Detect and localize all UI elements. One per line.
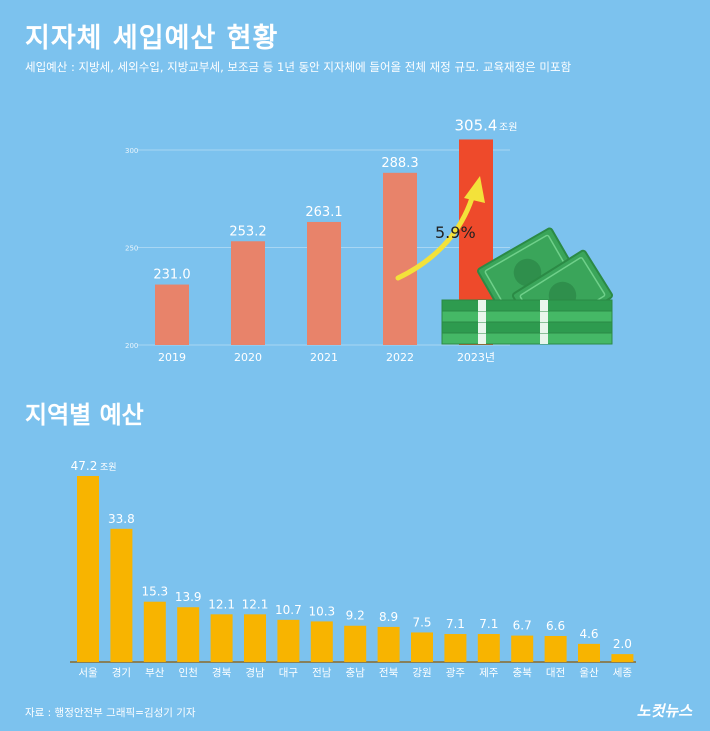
bar (143, 601, 166, 662)
data-label: 7.5 (412, 615, 431, 629)
page-subtitle: 세입예산 : 지방세, 세외수입, 지방교부세, 보조금 등 1년 동안 지자체… (25, 60, 572, 74)
y-tick-label: 250 (125, 245, 138, 253)
x-tick-label: 충북 (513, 667, 533, 679)
x-tick-label: 제주 (479, 667, 499, 679)
y-tick-label: 200 (125, 342, 138, 350)
data-label: 13.9 (175, 590, 202, 604)
data-label: 15.3 (141, 585, 168, 599)
bar (511, 635, 534, 662)
data-label: 253.2 (229, 224, 266, 239)
x-tick-label: 전남 (312, 667, 332, 679)
bar (155, 284, 189, 345)
x-tick-label: 충남 (346, 667, 366, 679)
data-label: 6.7 (513, 619, 532, 633)
bar (578, 643, 600, 662)
x-tick-label: 부산 (145, 667, 165, 679)
y-tick-label: 300 (125, 147, 138, 155)
x-tick-label: 광주 (446, 667, 466, 679)
bar (231, 241, 265, 345)
x-tick-label: 대구 (279, 667, 299, 679)
bar (611, 654, 634, 662)
bar (344, 625, 367, 662)
x-tick-label: 경북 (212, 666, 232, 679)
x-tick-label: 2020 (234, 351, 262, 364)
x-tick-label: 경기 (112, 666, 131, 679)
x-tick-label: 강원 (412, 667, 431, 679)
unit-label: 조원 (499, 121, 517, 133)
bar (544, 635, 567, 662)
growth-annotation: 5.9% (435, 223, 476, 242)
bar (377, 626, 400, 662)
bar (277, 619, 300, 662)
x-tick-label: 2023년 (457, 351, 495, 364)
x-tick-label: 세종 (613, 667, 633, 679)
data-label: 10.3 (308, 604, 335, 618)
data-label: 6.6 (546, 619, 565, 633)
data-label: 263.1 (305, 205, 342, 220)
bar (383, 172, 417, 345)
unit-label: 조원 (100, 462, 117, 473)
x-tick-label: 서울 (78, 667, 98, 679)
brand-logo: 노컷뉴스 (636, 702, 692, 720)
data-label: 12.1 (242, 597, 269, 611)
bar (444, 634, 467, 662)
x-tick-label: 울산 (579, 667, 599, 679)
data-label: 9.2 (346, 609, 365, 623)
data-label: 10.7 (275, 603, 302, 617)
bar (110, 528, 133, 662)
bar (77, 476, 99, 662)
source-note: 자료 : 행정안전부 그래픽=김성기 기자 (25, 707, 196, 719)
bar (477, 634, 500, 662)
data-label: 12.1 (208, 597, 235, 611)
data-label: 7.1 (479, 617, 498, 631)
data-label: 4.6 (579, 627, 598, 641)
data-label: 305.4 (455, 116, 498, 134)
bar (310, 621, 333, 662)
money-stack-icon (441, 227, 613, 345)
bar (177, 607, 200, 662)
growth-arrow (395, 195, 475, 281)
x-tick-label: 대전 (546, 667, 565, 679)
data-label: 288.3 (381, 156, 418, 171)
x-tick-label: 2021 (310, 351, 338, 364)
x-tick-label: 2019 (158, 351, 186, 364)
regional-section-title: 지역별 예산 (25, 401, 144, 429)
bar (244, 614, 266, 662)
bar (411, 632, 433, 662)
bar (307, 221, 341, 345)
x-tick-label: 인천 (179, 667, 198, 679)
annual-budget-chart: 200 250 300 2019 231.0 2020 253.2 2021 263.1 2022… (125, 116, 613, 364)
data-label: 8.9 (379, 610, 398, 624)
data-label: 7.1 (446, 617, 465, 631)
data-label: 33.8 (108, 512, 135, 526)
data-label: 47.2 (71, 459, 98, 473)
data-label: 2.0 (613, 637, 632, 651)
x-tick-label: 경남 (245, 666, 265, 679)
data-label: 231.0 (153, 268, 190, 283)
page-title: 지자체 세입예산 현황 (25, 23, 279, 54)
bar (210, 614, 233, 662)
x-tick-label: 전북 (379, 667, 399, 679)
x-tick-label: 2022 (386, 351, 414, 364)
arrow-head-icon (464, 176, 485, 203)
